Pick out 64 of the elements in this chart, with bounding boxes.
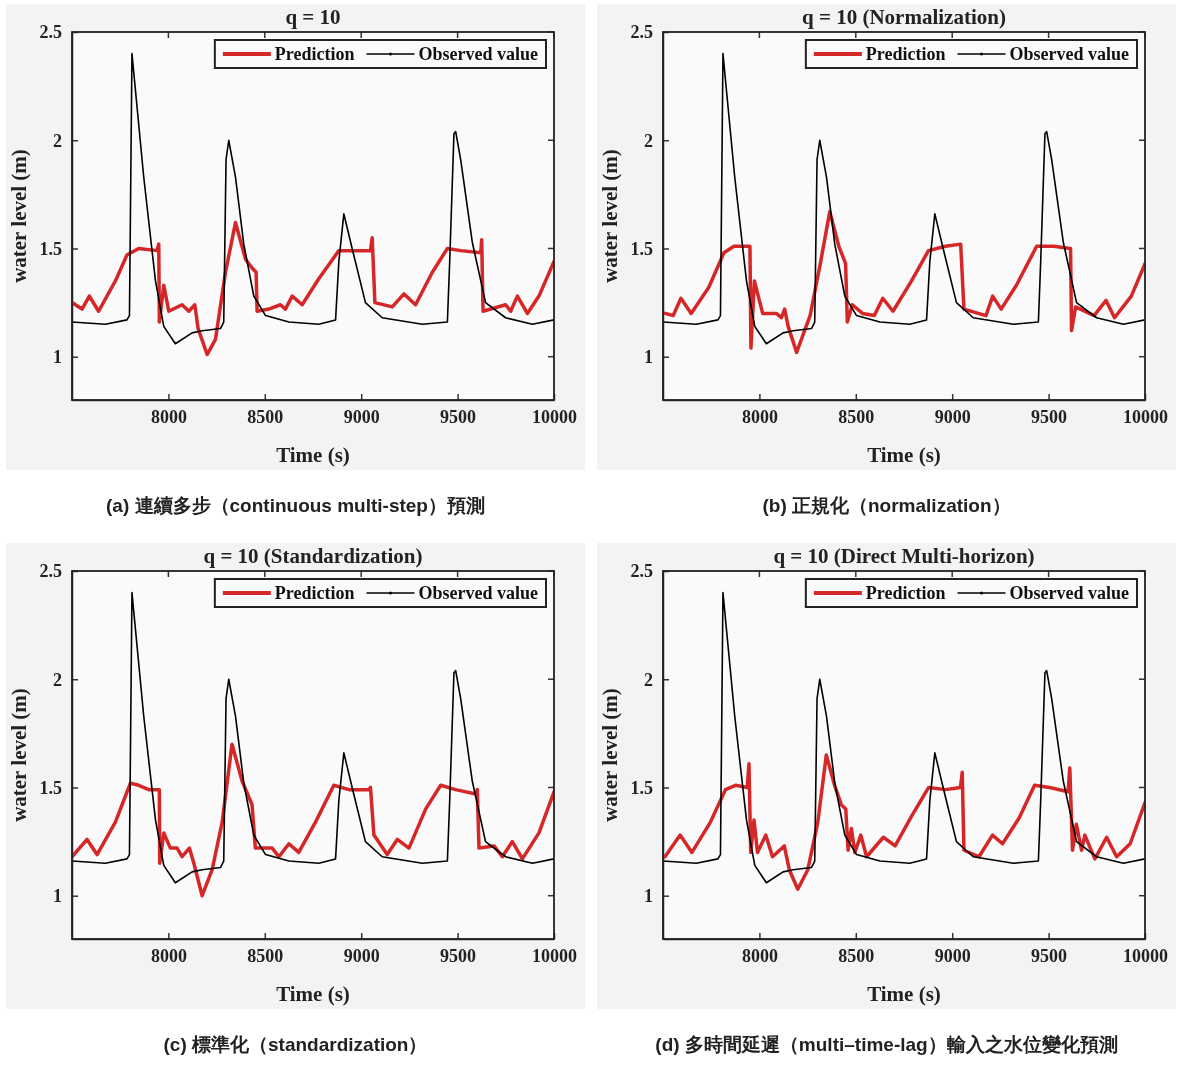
x-tick-label: 9000 — [343, 945, 380, 966]
legend-label: Observed value — [418, 44, 539, 64]
x-tick-label: 9000 — [343, 406, 380, 427]
y-tick-label: 2 — [644, 130, 653, 151]
x-axis-title: Time (s) — [867, 982, 941, 1006]
y-tick-label: 2 — [644, 669, 653, 690]
text: (c) 標準化（standardization） — [163, 1034, 428, 1055]
x-tick-label: 9500 — [440, 406, 477, 427]
x-tick-label: 10000 — [1123, 406, 1168, 427]
x-axis-title: Time (s) — [276, 443, 350, 467]
text: (d) 多時間延遲（multi–time-lag）輸入之水位變化預測 — [655, 1034, 1118, 1055]
x-tick-label: 8000 — [741, 945, 778, 966]
text: (b) 正規化（normalization） — [762, 495, 1011, 516]
y-tick-label: 1.5 — [630, 777, 653, 798]
x-tick-label: 9500 — [440, 945, 477, 966]
x-tick-label: 9500 — [1031, 406, 1068, 427]
line-series — [72, 220, 554, 357]
line-series — [663, 209, 1145, 355]
y-tick-label: 2 — [53, 130, 62, 151]
text: (a) 連續多步（continuous multi-step）預測 — [106, 495, 485, 516]
x-tick-label: 8000 — [150, 945, 187, 966]
x-tick-label: 10000 — [532, 406, 577, 427]
y-tick-label: 1.5 — [630, 238, 653, 259]
y-tick-label: 1 — [644, 346, 653, 367]
y-tick-label: 2.5 — [39, 22, 62, 43]
chart-title: q = 10 (Direct Multi-horizon) — [773, 544, 1035, 568]
chart-title: q = 10 (Normalization) — [802, 5, 1006, 29]
legend-label: Prediction — [274, 583, 355, 603]
y-tick-label: 2.5 — [630, 22, 653, 43]
y-tick-label: 1 — [53, 885, 62, 906]
x-tick-label: 8500 — [247, 945, 284, 966]
x-tick-label: 9000 — [934, 406, 971, 427]
x-tick-label: 8000 — [741, 406, 778, 427]
x-tick-label: 8000 — [150, 406, 187, 427]
y-tick-label: 2 — [53, 669, 62, 690]
x-tick-label: 9500 — [1031, 945, 1068, 966]
y-axis-title: water level (m) — [598, 149, 622, 283]
legend-label: Prediction — [865, 583, 946, 603]
y-tick-label: 1 — [644, 885, 653, 906]
x-axis-title: Time (s) — [867, 443, 941, 467]
y-tick-label: 2.5 — [630, 561, 653, 582]
x-tick-label: 8500 — [247, 406, 284, 427]
x-tick-label: 10000 — [1123, 945, 1168, 966]
y-tick-label: 1.5 — [39, 238, 62, 259]
x-tick-label: 8500 — [838, 406, 875, 427]
x-tick-label: 10000 — [532, 945, 577, 966]
legend-label: Observed value — [1009, 583, 1130, 603]
line-series — [663, 753, 1145, 891]
chart-title: q = 10 — [285, 5, 341, 29]
legend-label: Observed value — [418, 583, 539, 603]
chart-title: q = 10 (Standardization) — [203, 544, 423, 568]
legend-label: Observed value — [1009, 44, 1130, 64]
x-tick-label: 9000 — [934, 945, 971, 966]
y-tick-label: 2.5 — [39, 561, 62, 582]
y-tick-label: 1 — [53, 346, 62, 367]
x-axis-title: Time (s) — [276, 982, 350, 1006]
legend-label: Prediction — [274, 44, 355, 64]
y-axis-title: water level (m) — [598, 688, 622, 822]
y-axis-title: water level (m) — [7, 149, 31, 283]
x-tick-label: 8500 — [838, 945, 875, 966]
legend-label: Prediction — [865, 44, 946, 64]
y-tick-label: 1.5 — [39, 777, 62, 798]
line-series — [72, 742, 554, 898]
y-axis-title: water level (m) — [7, 688, 31, 822]
